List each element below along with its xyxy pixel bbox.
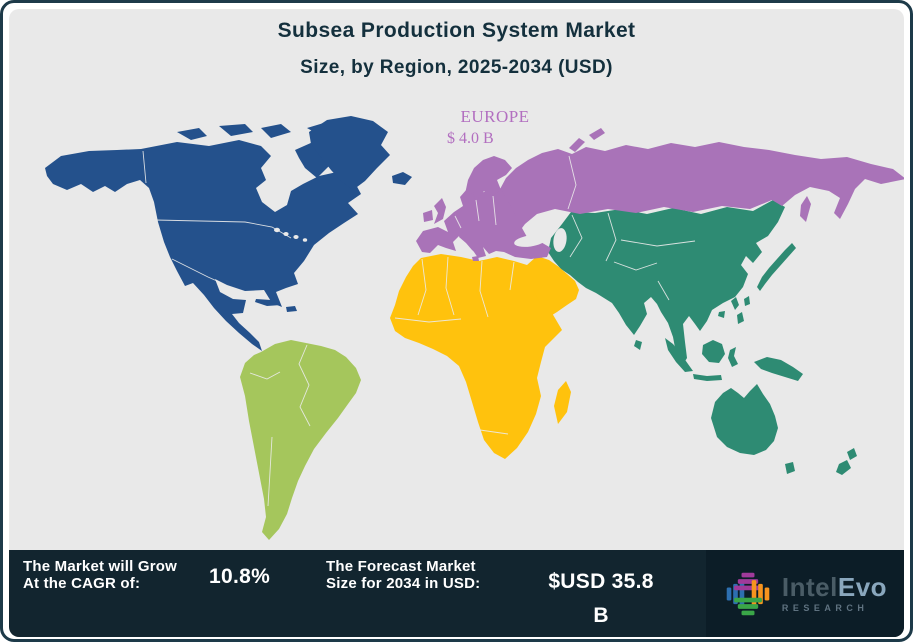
region-asia-pacific (548, 200, 857, 475)
annotation-value-label: $ 4.0 B (447, 130, 494, 147)
region-north-america (45, 116, 412, 351)
water-bodies (274, 227, 567, 252)
forecast-label-line1: The Forecast Market (326, 558, 476, 575)
annotation-region-label: EUROPE (460, 107, 530, 126)
brand-subtitle: RESEARCH (781, 603, 869, 613)
cagr-label-line1: The Market will Grow (23, 558, 178, 575)
forecast-label-line2: Size for 2034 in USD: (326, 574, 481, 592)
forecast-value: $USD 35.8 B (548, 570, 654, 627)
brand-name-part1: Intel (781, 572, 838, 602)
page-subtitle: Size, by Region, 2025-2034 (USD) (300, 57, 613, 78)
cagr-label: The Market will Grow At the CAGR of: (23, 558, 195, 592)
region-south-america (240, 340, 361, 540)
footer-bar: The Market will Grow At the CAGR of: 10.… (9, 550, 904, 637)
brand-logo: IntelEvo RESEARCH (706, 550, 904, 637)
map-area: Subsea Production System Market Size, by… (9, 9, 904, 550)
brand-name: IntelEvo (782, 574, 887, 600)
cagr-stat: The Market will Grow At the CAGR of: 10.… (23, 550, 270, 592)
brand-name-part2: Evo (837, 572, 888, 602)
country-borders (142, 150, 696, 507)
cagr-label-line2: At the CAGR of: (23, 574, 141, 592)
forecast-stat: The Forecast Market Size for 2034 in USD… (270, 550, 662, 632)
forecast-label: The Forecast Market Size for 2034 in USD… (326, 558, 504, 592)
region-middle-east-africa (390, 254, 579, 459)
page-title: Subsea Production System Market (277, 19, 636, 42)
brand-text: IntelEvo RESEARCH (782, 574, 887, 613)
header: Subsea Production System Market Size, by… (9, 19, 904, 79)
europe-annotation: EUROPE $ 4.0 B (439, 107, 551, 148)
intelevo-logo-icon (726, 572, 770, 615)
cagr-value: 10.8% (209, 565, 271, 588)
world-map (45, 116, 904, 540)
